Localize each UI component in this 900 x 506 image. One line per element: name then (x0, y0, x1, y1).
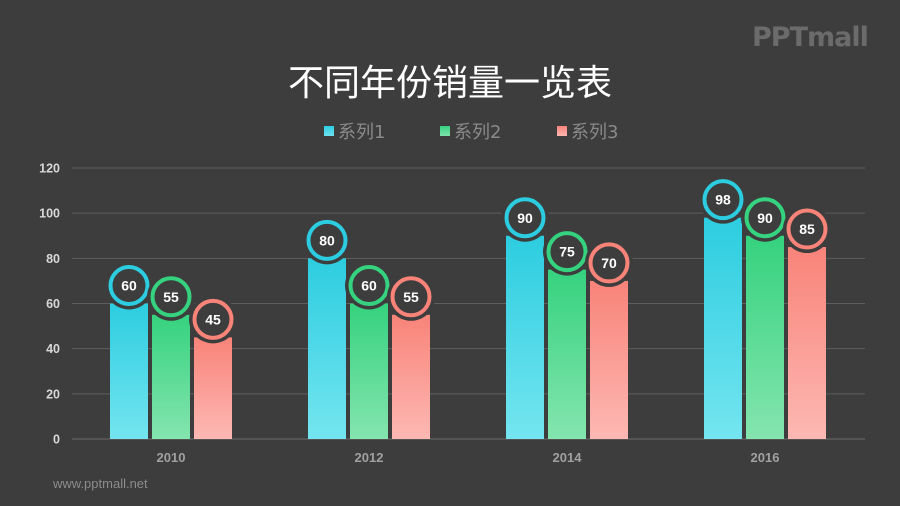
y-tick-label: 120 (39, 162, 60, 176)
data-label-value: 90 (757, 210, 773, 226)
data-label: 98 (699, 175, 747, 224)
bar (194, 337, 232, 439)
pptmall-logo: PPTmall (752, 22, 869, 53)
y-tick-label: 0 (53, 433, 60, 447)
x-axis: 2010 2012 2014 2016 (157, 450, 780, 465)
data-label-value: 98 (715, 192, 731, 208)
chart-title: 不同年份销量一览表 (287, 63, 612, 104)
data-label-value: 80 (319, 232, 335, 248)
data-label-value: 55 (403, 289, 419, 305)
bar (788, 247, 826, 439)
y-tick-label: 20 (46, 387, 60, 401)
legend: 系列1 系列2 系列3 (0, 118, 900, 144)
data-label: 75 (543, 227, 591, 276)
legend-item-series3: 系列3 (557, 118, 618, 144)
bar (392, 314, 430, 439)
data-label: 45 (189, 295, 237, 344)
bars: 60 55 45 80 60 55 90 75 70 98 90 85 (105, 175, 831, 439)
legend-item-series1: 系列1 (324, 118, 385, 144)
x-tick-label: 2012 (355, 450, 384, 465)
y-axis: 0 20 40 60 80 100 120 (39, 162, 60, 447)
data-label-value: 60 (361, 278, 377, 294)
y-tick-label: 100 (39, 207, 60, 221)
legend-swatch-icon (324, 126, 334, 136)
x-tick-label: 2010 (157, 450, 186, 465)
data-label: 90 (741, 193, 789, 242)
y-tick-label: 80 (46, 252, 60, 266)
data-label-value: 55 (163, 289, 179, 305)
bar (590, 280, 628, 439)
x-tick-label: 2016 (751, 450, 780, 465)
bar (746, 235, 784, 439)
data-label-value: 90 (517, 210, 533, 226)
bar (308, 258, 346, 439)
data-label: 90 (501, 193, 549, 242)
bar (704, 217, 742, 439)
legend-label: 系列3 (571, 122, 619, 143)
legend-label: 系列1 (338, 122, 386, 143)
legend-item-series2: 系列2 (440, 118, 501, 144)
data-label: 55 (147, 272, 195, 321)
data-label: 80 (303, 216, 351, 265)
bar (350, 303, 388, 439)
data-label: 55 (387, 272, 435, 321)
data-label: 60 (105, 261, 153, 310)
legend-swatch-icon (440, 126, 450, 136)
bar (548, 269, 586, 439)
data-label-value: 60 (121, 278, 137, 294)
data-label-value: 75 (559, 244, 575, 260)
y-tick-label: 60 (46, 297, 60, 311)
data-label-value: 70 (601, 255, 617, 271)
bar (152, 314, 190, 439)
data-label: 70 (585, 238, 633, 287)
data-label-value: 85 (799, 221, 815, 237)
bar (110, 303, 148, 439)
data-label-value: 45 (205, 311, 221, 327)
footer-url: www.pptmall.net (53, 476, 148, 491)
legend-label: 系列2 (454, 122, 502, 143)
x-tick-label: 2014 (553, 450, 583, 465)
legend-swatch-icon (557, 126, 567, 136)
data-label: 85 (783, 205, 831, 254)
bar (506, 235, 544, 439)
data-label: 60 (345, 261, 393, 310)
y-tick-label: 40 (46, 342, 60, 356)
